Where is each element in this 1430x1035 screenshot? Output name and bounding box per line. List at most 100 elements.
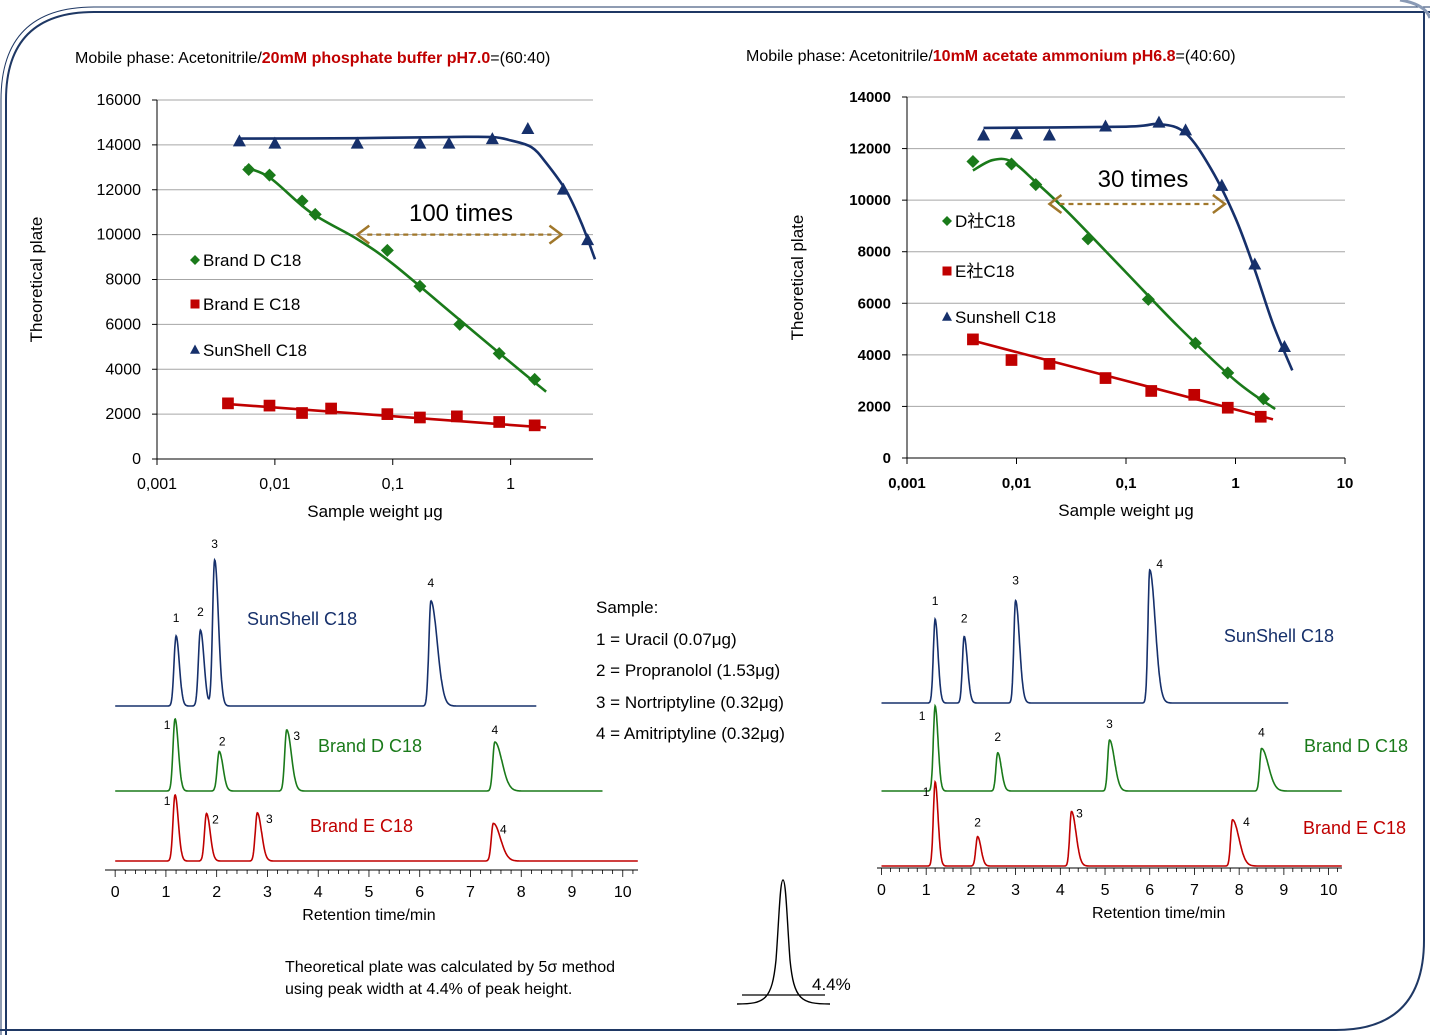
y-tick-label: 0 (883, 450, 891, 467)
data-point (190, 344, 200, 354)
x-tick-label: 0,001 (888, 475, 926, 492)
y-tick-label: 6000 (105, 316, 141, 333)
data-point (308, 207, 322, 221)
data-point (1221, 366, 1235, 380)
trace-name-label: Brand D C18 (318, 736, 422, 756)
data-point (190, 255, 200, 265)
data-point (942, 216, 952, 226)
legend-entry: Brand D C18 (203, 251, 301, 270)
peak-label: 1 (919, 709, 926, 723)
data-point (1145, 385, 1158, 397)
data-point (262, 168, 276, 182)
x-tick-label: 2 (212, 884, 221, 901)
mobile-phase-left: Mobile phase: Acetonitrile/20mM phosphat… (75, 50, 550, 68)
data-point (966, 154, 980, 168)
peak-label: 3 (266, 812, 273, 826)
data-point (967, 333, 979, 346)
sample-list: Sample: 1 = Uracil (0.07μg) 2 = Proprano… (596, 592, 785, 750)
sample-item-3: 3 = Nortriptyline (0.32μg) (596, 692, 784, 712)
sample-item-4: 4 = Amitriptyline (0.32μg) (596, 724, 785, 743)
trace-name-label: Brand E C18 (310, 816, 413, 836)
mobile-phase-right-buffer: 10mM acetate ammonium pH6.8 (932, 48, 1176, 65)
data-point (381, 408, 394, 420)
peak-label: 1 (932, 594, 939, 608)
x-tick-label: 1 (1231, 475, 1239, 492)
x-tick-label: 0 (111, 884, 120, 901)
y-tick-label: 2000 (105, 406, 141, 423)
data-point (1005, 354, 1018, 366)
y-tick-label: 0 (132, 451, 141, 468)
data-point (1152, 115, 1166, 128)
trace-name-label: Brand D C18 (1304, 736, 1408, 756)
x-tick-label: 9 (568, 884, 577, 901)
peak-threshold-label: 4.4% (812, 975, 851, 994)
peak-label: 1 (164, 794, 171, 808)
chromatogram-trace (115, 557, 537, 707)
x-tick-label: 8 (517, 884, 526, 901)
data-point (1081, 232, 1095, 246)
data-point (1029, 178, 1043, 192)
peak-label: 1 (164, 718, 171, 732)
x-axis-title: Retention time/min (1092, 905, 1225, 922)
y-tick-label: 10000 (97, 227, 142, 244)
trendline (243, 166, 547, 393)
y-tick-label: 10000 (849, 192, 891, 209)
data-point (1256, 392, 1270, 406)
data-point (942, 266, 952, 276)
x-tick-label: 10 (1337, 475, 1354, 492)
x-tick-label: 9 (1279, 882, 1288, 899)
sample-item-1: 1 = Uracil (0.07μg) (596, 629, 737, 649)
data-point (1042, 128, 1056, 141)
x-tick-label: 4 (314, 884, 323, 901)
data-point (942, 311, 952, 321)
arrowhead-left-icon (355, 224, 371, 245)
trace-name-label: SunShell C18 (1224, 626, 1334, 646)
x-axis-title: Sample weight μg (1058, 501, 1193, 520)
peak-label: 3 (211, 537, 218, 551)
peak-label: 3 (1012, 574, 1019, 588)
data-point (528, 419, 541, 432)
y-tick-label: 4000 (105, 361, 141, 378)
y-axis-title: Theoretical plate (788, 215, 807, 341)
sample-title: Sample: (596, 598, 659, 617)
mobile-phase-right: Mobile phase: Acetonitrile/10mM acetate … (746, 48, 1236, 66)
x-tick-label: 0 (877, 882, 886, 899)
x-tick-label: 0,1 (1116, 475, 1137, 492)
x-tick-label: 7 (1190, 882, 1199, 899)
data-point (325, 402, 337, 415)
data-point (413, 279, 427, 293)
data-point (1188, 388, 1201, 401)
y-tick-label: 6000 (858, 295, 891, 312)
x-tick-label: 0,1 (382, 476, 404, 493)
x-tick-label: 6 (415, 884, 424, 901)
x-tick-label: 0,001 (137, 476, 177, 493)
data-point (521, 122, 535, 135)
y-tick-label: 2000 (858, 398, 891, 415)
y-tick-label: 16000 (97, 92, 142, 109)
data-point (222, 397, 234, 410)
x-tick-label: 10 (1320, 882, 1338, 899)
data-point (1010, 127, 1023, 140)
data-point (242, 163, 256, 177)
data-point (1254, 410, 1267, 423)
x-axis-title: Retention time/min (302, 907, 435, 924)
data-point (977, 128, 991, 141)
x-tick-label: 2 (966, 882, 975, 899)
arrowhead-right-icon (1212, 194, 1227, 215)
mobile-phase-left-buffer: 20mM phosphate buffer pH7.0 (261, 50, 491, 67)
data-point (451, 410, 463, 423)
mobile-phase-left-ratio: =(60:40) (490, 50, 551, 67)
peak-label: 4 (1243, 815, 1250, 829)
chromatogram-trace (115, 717, 603, 792)
x-tick-label: 0,01 (259, 476, 290, 493)
annotation-label: 30 times (1098, 166, 1189, 193)
data-point (1215, 178, 1229, 191)
x-tick-label: 4 (1056, 882, 1065, 899)
mobile-phase-left-prefix: Mobile phase: Acetonitrile/ (75, 50, 262, 67)
peak-label: 4 (1258, 726, 1265, 740)
